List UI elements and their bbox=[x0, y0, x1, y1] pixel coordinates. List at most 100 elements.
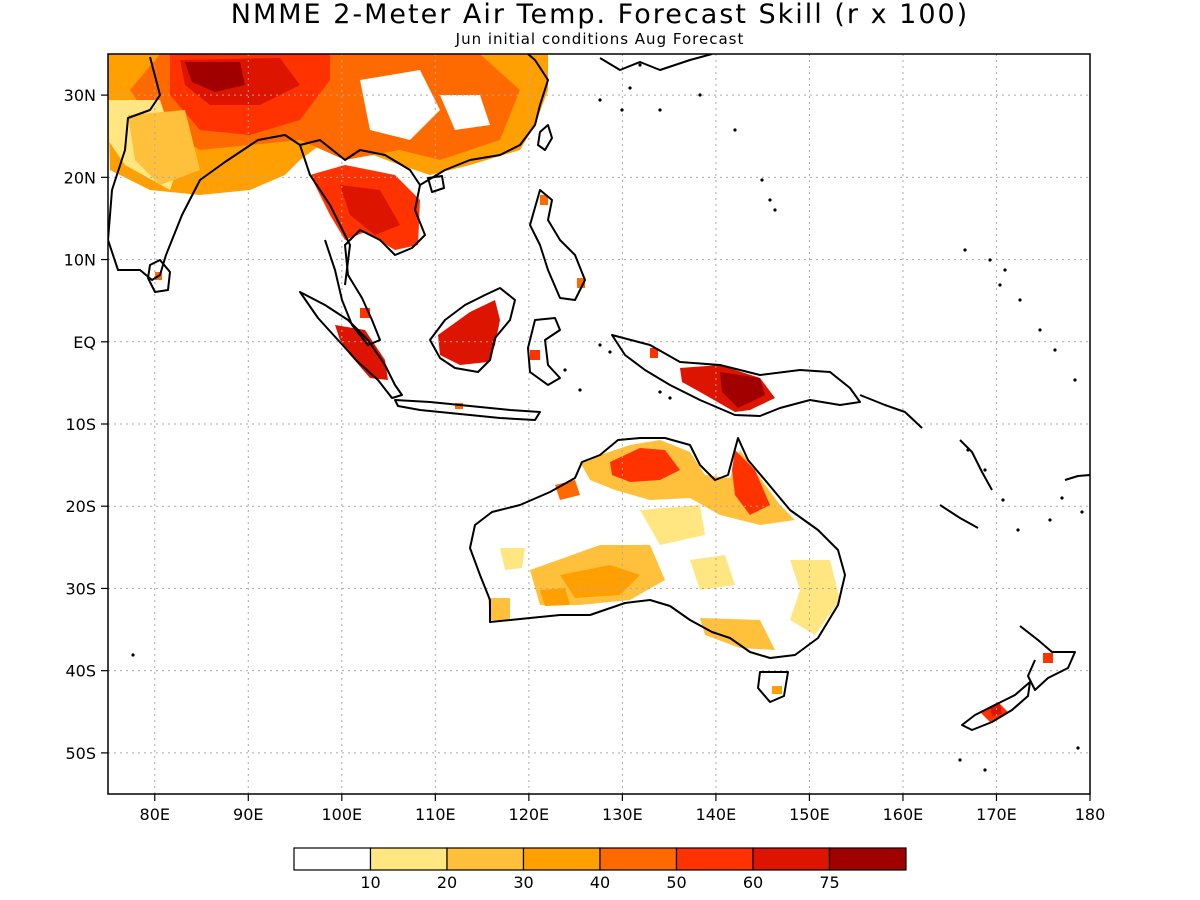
island-dot bbox=[963, 248, 967, 252]
coast-tasmania bbox=[757, 671, 789, 703]
coast-new-caledonia bbox=[939, 504, 979, 529]
skill-cell bbox=[610, 448, 680, 482]
lon-tick-label: 170E bbox=[976, 805, 1017, 824]
coastlines bbox=[108, 54, 1090, 731]
island-dot bbox=[1080, 510, 1084, 514]
lat-tick-label: 30N bbox=[64, 86, 96, 105]
skill-cell bbox=[438, 300, 500, 365]
skill-cell bbox=[577, 278, 585, 288]
skill-cell bbox=[640, 505, 705, 545]
skill-cell bbox=[455, 403, 463, 409]
colorbar-label: 75 bbox=[819, 873, 839, 892]
skill-cell bbox=[440, 95, 490, 130]
island-dot bbox=[698, 93, 702, 97]
lon-tick-label: 160E bbox=[883, 805, 924, 824]
skill-cell bbox=[720, 372, 765, 408]
skill-cell bbox=[560, 565, 640, 598]
lon-tick-label: 120E bbox=[509, 805, 550, 824]
island-dot bbox=[768, 198, 772, 202]
coast-philippines bbox=[529, 189, 586, 301]
lat-tick-label: 40S bbox=[65, 662, 96, 681]
island-dot bbox=[563, 368, 567, 372]
lon-tick-label: 110E bbox=[415, 805, 456, 824]
skill-cell bbox=[360, 308, 370, 318]
colorbar-label: 40 bbox=[590, 873, 610, 892]
island-dot bbox=[658, 390, 662, 394]
island-dot bbox=[1060, 496, 1064, 500]
lon-tick-label: 80E bbox=[140, 805, 170, 824]
coast-new-guinea bbox=[611, 334, 861, 417]
skill-cell bbox=[488, 598, 510, 620]
island-dot bbox=[668, 396, 672, 400]
coast-solomons bbox=[859, 394, 923, 429]
skill-cell bbox=[650, 348, 658, 358]
colorbar-swatch bbox=[446, 847, 525, 871]
island-dot bbox=[760, 178, 764, 182]
lon-tick-label: 130E bbox=[602, 805, 643, 824]
axis-labels: 80E 90E 100E 110E 120E 130E 140E 150E 160E 170E 18… bbox=[64, 86, 1106, 824]
map-title: NMME 2-Meter Air Temp. Forecast Skill (r… bbox=[230, 0, 970, 30]
skill-cell bbox=[360, 70, 440, 140]
colorbar-swatch bbox=[752, 847, 831, 871]
island-dot bbox=[988, 258, 992, 262]
island-dot bbox=[598, 98, 602, 102]
skill-cell bbox=[772, 686, 782, 694]
island-dot bbox=[1016, 528, 1020, 532]
island-dot bbox=[998, 283, 1002, 287]
skill-cell bbox=[335, 325, 388, 380]
lat-tick-label: EQ bbox=[73, 333, 96, 352]
coast-indochina bbox=[299, 139, 426, 346]
skill-cell bbox=[185, 62, 245, 92]
island-dot bbox=[733, 128, 737, 132]
skill-cell bbox=[690, 555, 735, 590]
lon-tick-label: 100E bbox=[321, 805, 362, 824]
lon-tick-label: 180 bbox=[1075, 805, 1106, 824]
lon-tick-label: 150E bbox=[789, 805, 830, 824]
island-dot bbox=[983, 468, 987, 472]
coast-borneo bbox=[429, 287, 516, 373]
coast-sulawesi bbox=[527, 317, 561, 386]
island-dot bbox=[773, 208, 777, 212]
skill-cell bbox=[500, 548, 525, 570]
skill-cell bbox=[790, 560, 840, 635]
island-dot bbox=[1001, 498, 1005, 502]
coast-nz-north bbox=[1019, 625, 1076, 691]
skill-cell bbox=[1043, 653, 1053, 663]
skill-cell bbox=[540, 195, 548, 205]
colorbar-label: 50 bbox=[666, 873, 686, 892]
skill-cell bbox=[340, 185, 400, 235]
coast-hainan bbox=[427, 175, 445, 193]
colorbar-swatch bbox=[675, 847, 754, 871]
lon-tick-label: 90E bbox=[233, 805, 263, 824]
island-dot bbox=[1018, 298, 1022, 302]
coast-nz-south bbox=[961, 681, 1031, 731]
coast-china bbox=[419, 54, 549, 186]
lat-tick-label: 10S bbox=[65, 415, 96, 434]
lat-tick-label: 30S bbox=[65, 579, 96, 598]
map-subtitle: Jun initial conditions Aug Forecast bbox=[455, 30, 745, 48]
plot-frame bbox=[107, 53, 1091, 795]
island-dot bbox=[658, 108, 662, 112]
island-dot bbox=[608, 350, 612, 354]
skill-cell bbox=[732, 450, 770, 515]
colorbar: 10 20 30 40 50 60 75 bbox=[293, 847, 907, 892]
colorbar-label: 20 bbox=[437, 873, 457, 892]
island-dot bbox=[983, 768, 987, 772]
coast-java bbox=[394, 399, 541, 421]
lat-tick-label: 20S bbox=[65, 497, 96, 516]
island-dot bbox=[1076, 746, 1080, 750]
coast-fiji bbox=[1064, 474, 1090, 481]
skill-cell bbox=[700, 618, 775, 650]
island-dot bbox=[638, 63, 642, 67]
island-dot bbox=[620, 108, 624, 112]
island-dot bbox=[598, 343, 602, 347]
lat-tick-label: 50S bbox=[65, 744, 96, 763]
coast-japan bbox=[599, 54, 713, 71]
coast-sumatra bbox=[299, 291, 403, 399]
map-grid bbox=[101, 54, 1091, 801]
colorbar-swatch bbox=[828, 847, 907, 871]
colorbar-label: 30 bbox=[513, 873, 533, 892]
lon-tick-label: 140E bbox=[696, 805, 737, 824]
skill-cell bbox=[530, 350, 540, 360]
